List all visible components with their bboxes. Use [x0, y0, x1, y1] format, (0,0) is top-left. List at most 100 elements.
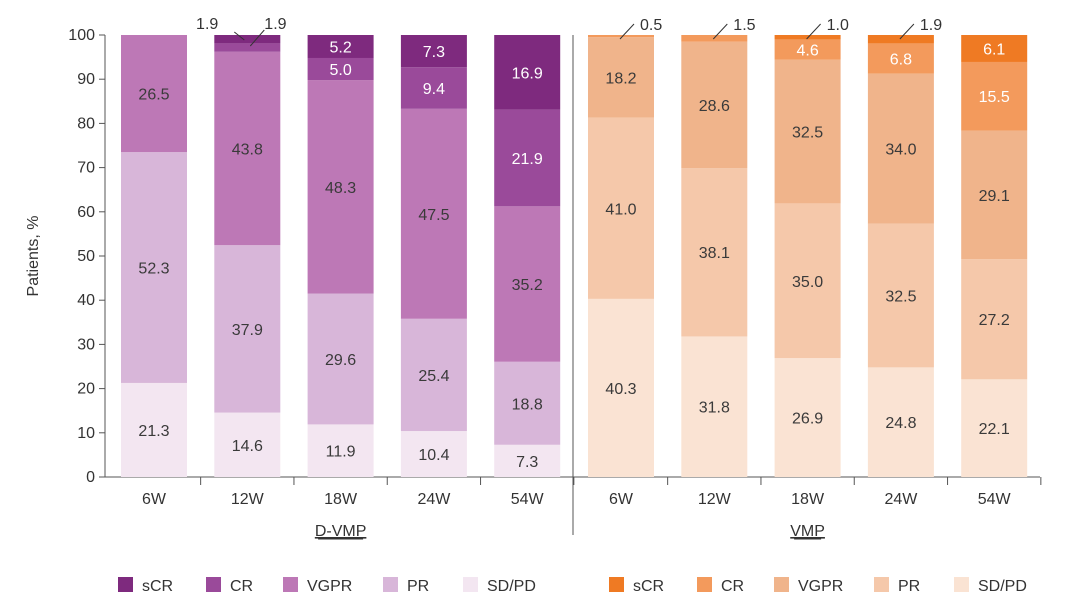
data-label: 28.6: [699, 98, 730, 115]
data-label: 31.8: [699, 400, 730, 417]
bar-segment-vmp-54w-pr: [961, 259, 1028, 380]
data-label: 48.3: [325, 180, 356, 197]
bar-segment-vmp-12w-vgpr: [681, 41, 748, 169]
legend-label: sCR: [633, 578, 664, 595]
bar-segment-d-vmp-24w-pr: [400, 318, 467, 432]
y-tick-label: 0: [86, 469, 95, 486]
x-tick-label: 12W: [231, 491, 265, 508]
y-tick-label: 70: [77, 160, 95, 177]
data-label: 9.4: [423, 81, 445, 98]
group-label-d-vmp: D-VMP: [315, 523, 367, 540]
legend-swatch: [874, 577, 889, 592]
bar-segment-d-vmp-24w-cr: [400, 67, 467, 109]
callout-label: 1.9: [264, 16, 286, 33]
bar-segment-d-vmp-54w-cr: [494, 109, 561, 207]
data-label: 6.8: [890, 51, 912, 68]
bar-segment-vmp-6w-cr: [588, 35, 654, 38]
legend-swatch: [954, 577, 969, 592]
legend-item-d-vmp-vgpr: VGPR: [283, 577, 352, 595]
bar-segment-d-vmp-12w-cr: [214, 43, 281, 52]
data-label: 29.1: [979, 188, 1010, 205]
callout-label: 1.5: [733, 17, 755, 34]
bar-segment-vmp-24w-sd-pd: [867, 367, 934, 477]
callout-leader: [712, 23, 728, 40]
bar-segment-vmp-24w-cr: [867, 43, 934, 74]
legend-label: SD/PD: [978, 578, 1027, 595]
bar-segment-d-vmp-54w-scr: [494, 35, 561, 110]
bar-segment-vmp-18w-pr: [774, 203, 841, 359]
callout-label: 1.9: [196, 16, 218, 33]
data-label: 5.0: [329, 62, 351, 79]
data-label: 6.1: [983, 41, 1005, 58]
y-tick-label: 10: [77, 425, 95, 442]
legend-label: PR: [898, 578, 920, 595]
legend-swatch: [609, 577, 624, 592]
callout-leader: [233, 31, 245, 41]
legend-item-vmp-vgpr: VGPR: [774, 577, 843, 595]
bar-segment-d-vmp-24w-scr: [400, 35, 467, 68]
data-label: 37.9: [232, 322, 263, 339]
y-axis-title: Patients, %: [25, 216, 42, 297]
legend-swatch: [463, 577, 478, 592]
data-label: 7.3: [423, 44, 445, 61]
y-tick-label: 60: [77, 204, 95, 221]
y-tick-label: 100: [68, 27, 95, 44]
data-label: 27.2: [979, 312, 1010, 329]
data-label: 43.8: [232, 141, 263, 158]
bar-segment-vmp-18w-sd-pd: [774, 358, 841, 477]
legend-label: CR: [721, 578, 744, 595]
legend-label: VGPR: [798, 578, 843, 595]
callout-label: 0.5: [640, 17, 662, 34]
bar-segment-d-vmp-18w-vgpr: [307, 80, 374, 294]
bar-segment-vmp-18w-cr: [774, 39, 841, 60]
x-tick-label: 6W: [609, 491, 634, 508]
y-tick-label: 90: [77, 71, 95, 88]
x-tick-label: 54W: [511, 491, 545, 508]
bar-segment-d-vmp-12w-sd-pd: [214, 412, 281, 477]
bar-segment-d-vmp-18w-pr: [307, 293, 374, 425]
legend-label: VGPR: [307, 578, 352, 595]
bar-segment-d-vmp-12w-scr: [214, 35, 281, 44]
bar-segment-d-vmp-12w-pr: [214, 245, 281, 413]
bar-segment-vmp-54w-vgpr: [961, 130, 1028, 260]
legend-swatch: [383, 577, 398, 592]
data-label: 41.0: [605, 201, 636, 218]
y-tick-label: 80: [77, 115, 95, 132]
x-tick-label: 54W: [978, 491, 1012, 508]
bar-segment-vmp-24w-vgpr: [867, 73, 934, 224]
bar-segment-vmp-54w-sd-pd: [961, 379, 1028, 477]
bar-segment-d-vmp-54w-pr: [494, 361, 561, 445]
data-label: 34.0: [885, 142, 916, 159]
data-label: 10.4: [418, 447, 449, 464]
data-label: 11.9: [326, 444, 356, 461]
bar-segment-vmp-54w-cr: [961, 61, 1028, 131]
data-label: 52.3: [138, 260, 169, 277]
data-label: 22.1: [979, 421, 1010, 438]
data-label: 18.8: [512, 396, 543, 413]
data-label: 14.6: [232, 438, 263, 455]
bars: [121, 35, 1028, 477]
bar-segment-d-vmp-6w-sd-pd: [121, 382, 187, 477]
bar-segment-vmp-12w-pr: [681, 168, 748, 337]
bar-segment-d-vmp-18w-cr: [307, 57, 374, 81]
bar-segment-vmp-54w-scr: [961, 35, 1028, 62]
x-tick-label: 18W: [791, 491, 825, 508]
x-tick-label: 24W: [884, 491, 918, 508]
group-labels: D-VMP VMP: [315, 523, 825, 540]
legend-swatch: [283, 577, 298, 592]
group-label-vmp: VMP: [790, 523, 825, 540]
bar-segment-d-vmp-6w-pr: [121, 152, 187, 383]
data-label: 5.2: [329, 39, 351, 56]
legend-item-d-vmp-cr: CR: [206, 577, 253, 595]
data-label: 32.5: [792, 125, 823, 142]
data-label: 40.3: [605, 381, 636, 398]
legend-item-vmp-scr: sCR: [609, 577, 664, 595]
y-tick-label: 20: [77, 381, 95, 398]
data-label: 38.1: [699, 245, 730, 262]
legend-label: SD/PD: [487, 578, 536, 595]
data-label: 16.9: [512, 65, 543, 82]
bar-segment-vmp-12w-sd-pd: [681, 336, 748, 477]
bar-segment-d-vmp-24w-vgpr: [400, 108, 467, 319]
data-label: 15.5: [979, 89, 1010, 106]
legend-label: PR: [407, 578, 429, 595]
